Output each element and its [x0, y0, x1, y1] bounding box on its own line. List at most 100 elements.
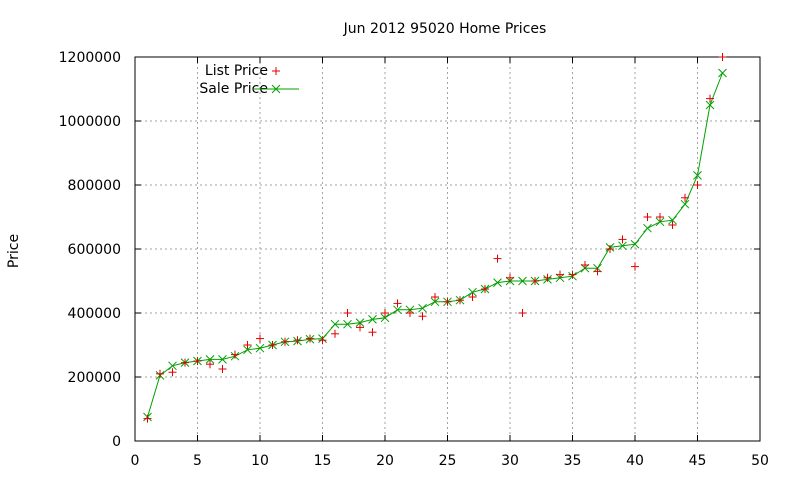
list-price-point [431, 293, 439, 301]
list-price-point [693, 181, 702, 189]
y-tick-label: 400000 [68, 306, 121, 322]
list-price-point [293, 336, 302, 345]
sale-price-point [680, 199, 690, 209]
x-tick-label: 25 [439, 453, 457, 469]
chart-title: Jun 2012 95020 Home Prices [343, 21, 547, 37]
sale-price-point [493, 278, 502, 287]
list-price-point [406, 309, 414, 317]
list-price-point [493, 254, 502, 263]
y-axis-label: Price [6, 234, 22, 268]
sale-price-point [693, 171, 702, 180]
list-price-point [668, 221, 677, 229]
list-price-point [181, 358, 189, 367]
list-price-point [556, 270, 564, 279]
list-price-point [256, 334, 264, 343]
sale-price-point [343, 319, 352, 329]
list-price-point [418, 312, 427, 321]
list-price-point [143, 414, 152, 423]
list-price-point [631, 262, 639, 271]
list-price-point [656, 213, 664, 221]
sale-price-point [393, 305, 402, 315]
list-price-point [706, 94, 714, 103]
list-price-point [506, 273, 514, 282]
sale-price-series [143, 68, 727, 422]
list-price-point [368, 328, 377, 337]
sale-price-point [380, 313, 390, 323]
list-price-point [543, 273, 552, 282]
x-tick-label: 35 [564, 453, 582, 469]
legend-list-price-marker [272, 67, 280, 75]
list-price-point [593, 267, 602, 276]
grid-lines [135, 57, 760, 441]
sale-price-point [418, 303, 427, 313]
sale-price-point [668, 215, 677, 225]
list-price-point [381, 309, 389, 317]
legend-label-sale-price: Sale Price [199, 81, 268, 97]
list-price-point [568, 270, 577, 279]
y-tick-label: 800000 [68, 178, 121, 194]
sale-price-point [205, 355, 215, 364]
sale-price-point [243, 345, 252, 355]
list-price-point [243, 341, 252, 349]
sale-price-point [468, 287, 477, 297]
sale-price-point [630, 239, 640, 249]
list-price-point [156, 369, 164, 378]
sale-price-point [355, 318, 365, 327]
legend-label-list-price: List Price [205, 63, 268, 79]
y-tick-label: 1200000 [59, 50, 121, 66]
legend: List Price Sale Price [199, 63, 299, 97]
sale-price-point [255, 343, 265, 353]
sale-price-point [218, 355, 227, 364]
list-price-point [218, 365, 227, 373]
sale-price-point [518, 276, 527, 286]
x-tick-label: 15 [314, 453, 332, 469]
sale-price-point [430, 297, 440, 307]
y-tick-label: 600000 [68, 242, 121, 258]
x-tick-label: 20 [376, 453, 394, 469]
list-price-point [481, 285, 489, 293]
list-price-point [456, 296, 464, 305]
list-price-point [443, 297, 452, 306]
list-price-series [143, 53, 727, 423]
x-tick-labels: 0 5 10 15 20 25 30 35 40 45 50 [131, 453, 769, 469]
list-price-point [281, 337, 289, 346]
list-price-point [193, 357, 202, 365]
sale-price-point [168, 361, 177, 371]
sale-price-point [618, 241, 627, 251]
list-price-point [318, 336, 327, 345]
list-price-point [681, 193, 689, 202]
list-price-point [518, 309, 527, 317]
list-price-point [331, 329, 339, 338]
y-tick-labels: 0 200000 400000 600000 800000 1000000 1200000 [59, 50, 121, 450]
list-price-point [306, 334, 314, 343]
list-price-point [643, 213, 652, 221]
list-price-point [231, 350, 239, 359]
list-price-point [531, 277, 539, 285]
sale-price-point [655, 217, 665, 227]
x-tick-label: 40 [626, 453, 644, 469]
list-price-point [343, 309, 352, 317]
list-price-point [606, 245, 614, 253]
sale-price-point [330, 319, 340, 329]
axis-ticks [134, 56, 761, 442]
sale-price-point [643, 223, 652, 233]
list-price-point [393, 299, 402, 308]
list-price-point [581, 261, 589, 269]
y-tick-label: 0 [112, 434, 121, 450]
x-tick-label: 5 [193, 453, 202, 469]
x-tick-label: 0 [131, 453, 140, 469]
y-tick-label: 1000000 [59, 114, 121, 130]
x-tick-label: 10 [251, 453, 269, 469]
legend-sale-price-marker [271, 84, 281, 94]
x-tick-label: 45 [689, 453, 707, 469]
sale-price-point [705, 100, 715, 110]
x-tick-label: 50 [751, 453, 769, 469]
list-price-point [718, 53, 727, 61]
list-price-point [168, 368, 177, 377]
list-price-point [268, 341, 277, 349]
list-price-point [618, 235, 627, 244]
sale-price-point [718, 68, 727, 78]
list-price-point [356, 323, 364, 332]
